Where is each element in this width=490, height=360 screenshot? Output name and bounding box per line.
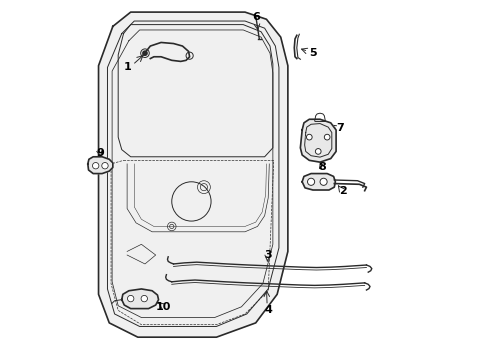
Polygon shape xyxy=(98,12,288,337)
Text: 1: 1 xyxy=(123,63,131,72)
Text: 2: 2 xyxy=(340,186,347,196)
Circle shape xyxy=(102,162,108,169)
Polygon shape xyxy=(302,174,335,190)
Circle shape xyxy=(306,134,312,140)
Text: 9: 9 xyxy=(97,148,104,158)
Text: 3: 3 xyxy=(265,250,272,260)
Circle shape xyxy=(93,162,99,169)
Circle shape xyxy=(324,134,330,140)
Text: 6: 6 xyxy=(252,13,260,22)
Circle shape xyxy=(143,51,147,55)
Text: 10: 10 xyxy=(156,302,171,312)
Text: 7: 7 xyxy=(336,123,343,133)
Circle shape xyxy=(320,178,327,185)
Circle shape xyxy=(316,149,321,154)
Polygon shape xyxy=(88,157,113,174)
Text: 5: 5 xyxy=(309,48,317,58)
Circle shape xyxy=(141,296,147,302)
Circle shape xyxy=(308,178,315,185)
Text: 4: 4 xyxy=(264,305,272,315)
Polygon shape xyxy=(122,289,159,309)
Polygon shape xyxy=(300,119,336,162)
Circle shape xyxy=(127,296,134,302)
Text: 8: 8 xyxy=(318,162,326,172)
